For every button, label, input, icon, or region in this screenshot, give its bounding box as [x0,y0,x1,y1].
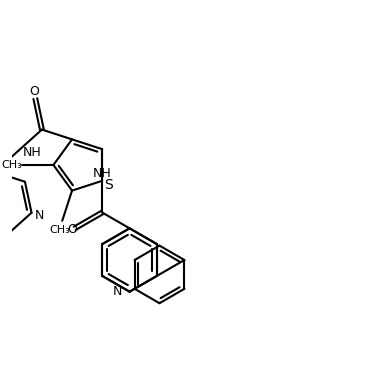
Text: O: O [67,223,77,236]
Text: N: N [112,285,122,298]
Text: CH₃: CH₃ [2,160,22,170]
Text: NH: NH [23,146,41,159]
Text: O: O [29,84,39,98]
Text: N: N [35,209,44,222]
Text: NH: NH [93,167,111,180]
Text: S: S [104,178,113,192]
Text: CH₃: CH₃ [49,225,70,235]
